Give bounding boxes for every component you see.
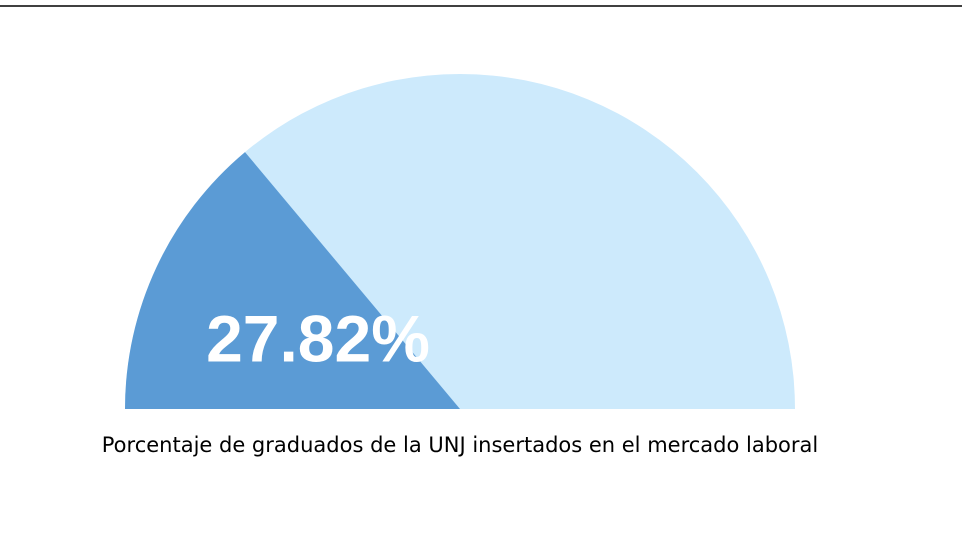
caption: Porcentaje de graduados de la UNJ insert… bbox=[102, 433, 818, 457]
gauge-fill bbox=[125, 152, 460, 409]
value-label: 27.82% bbox=[206, 301, 430, 375]
gauge bbox=[125, 74, 795, 409]
